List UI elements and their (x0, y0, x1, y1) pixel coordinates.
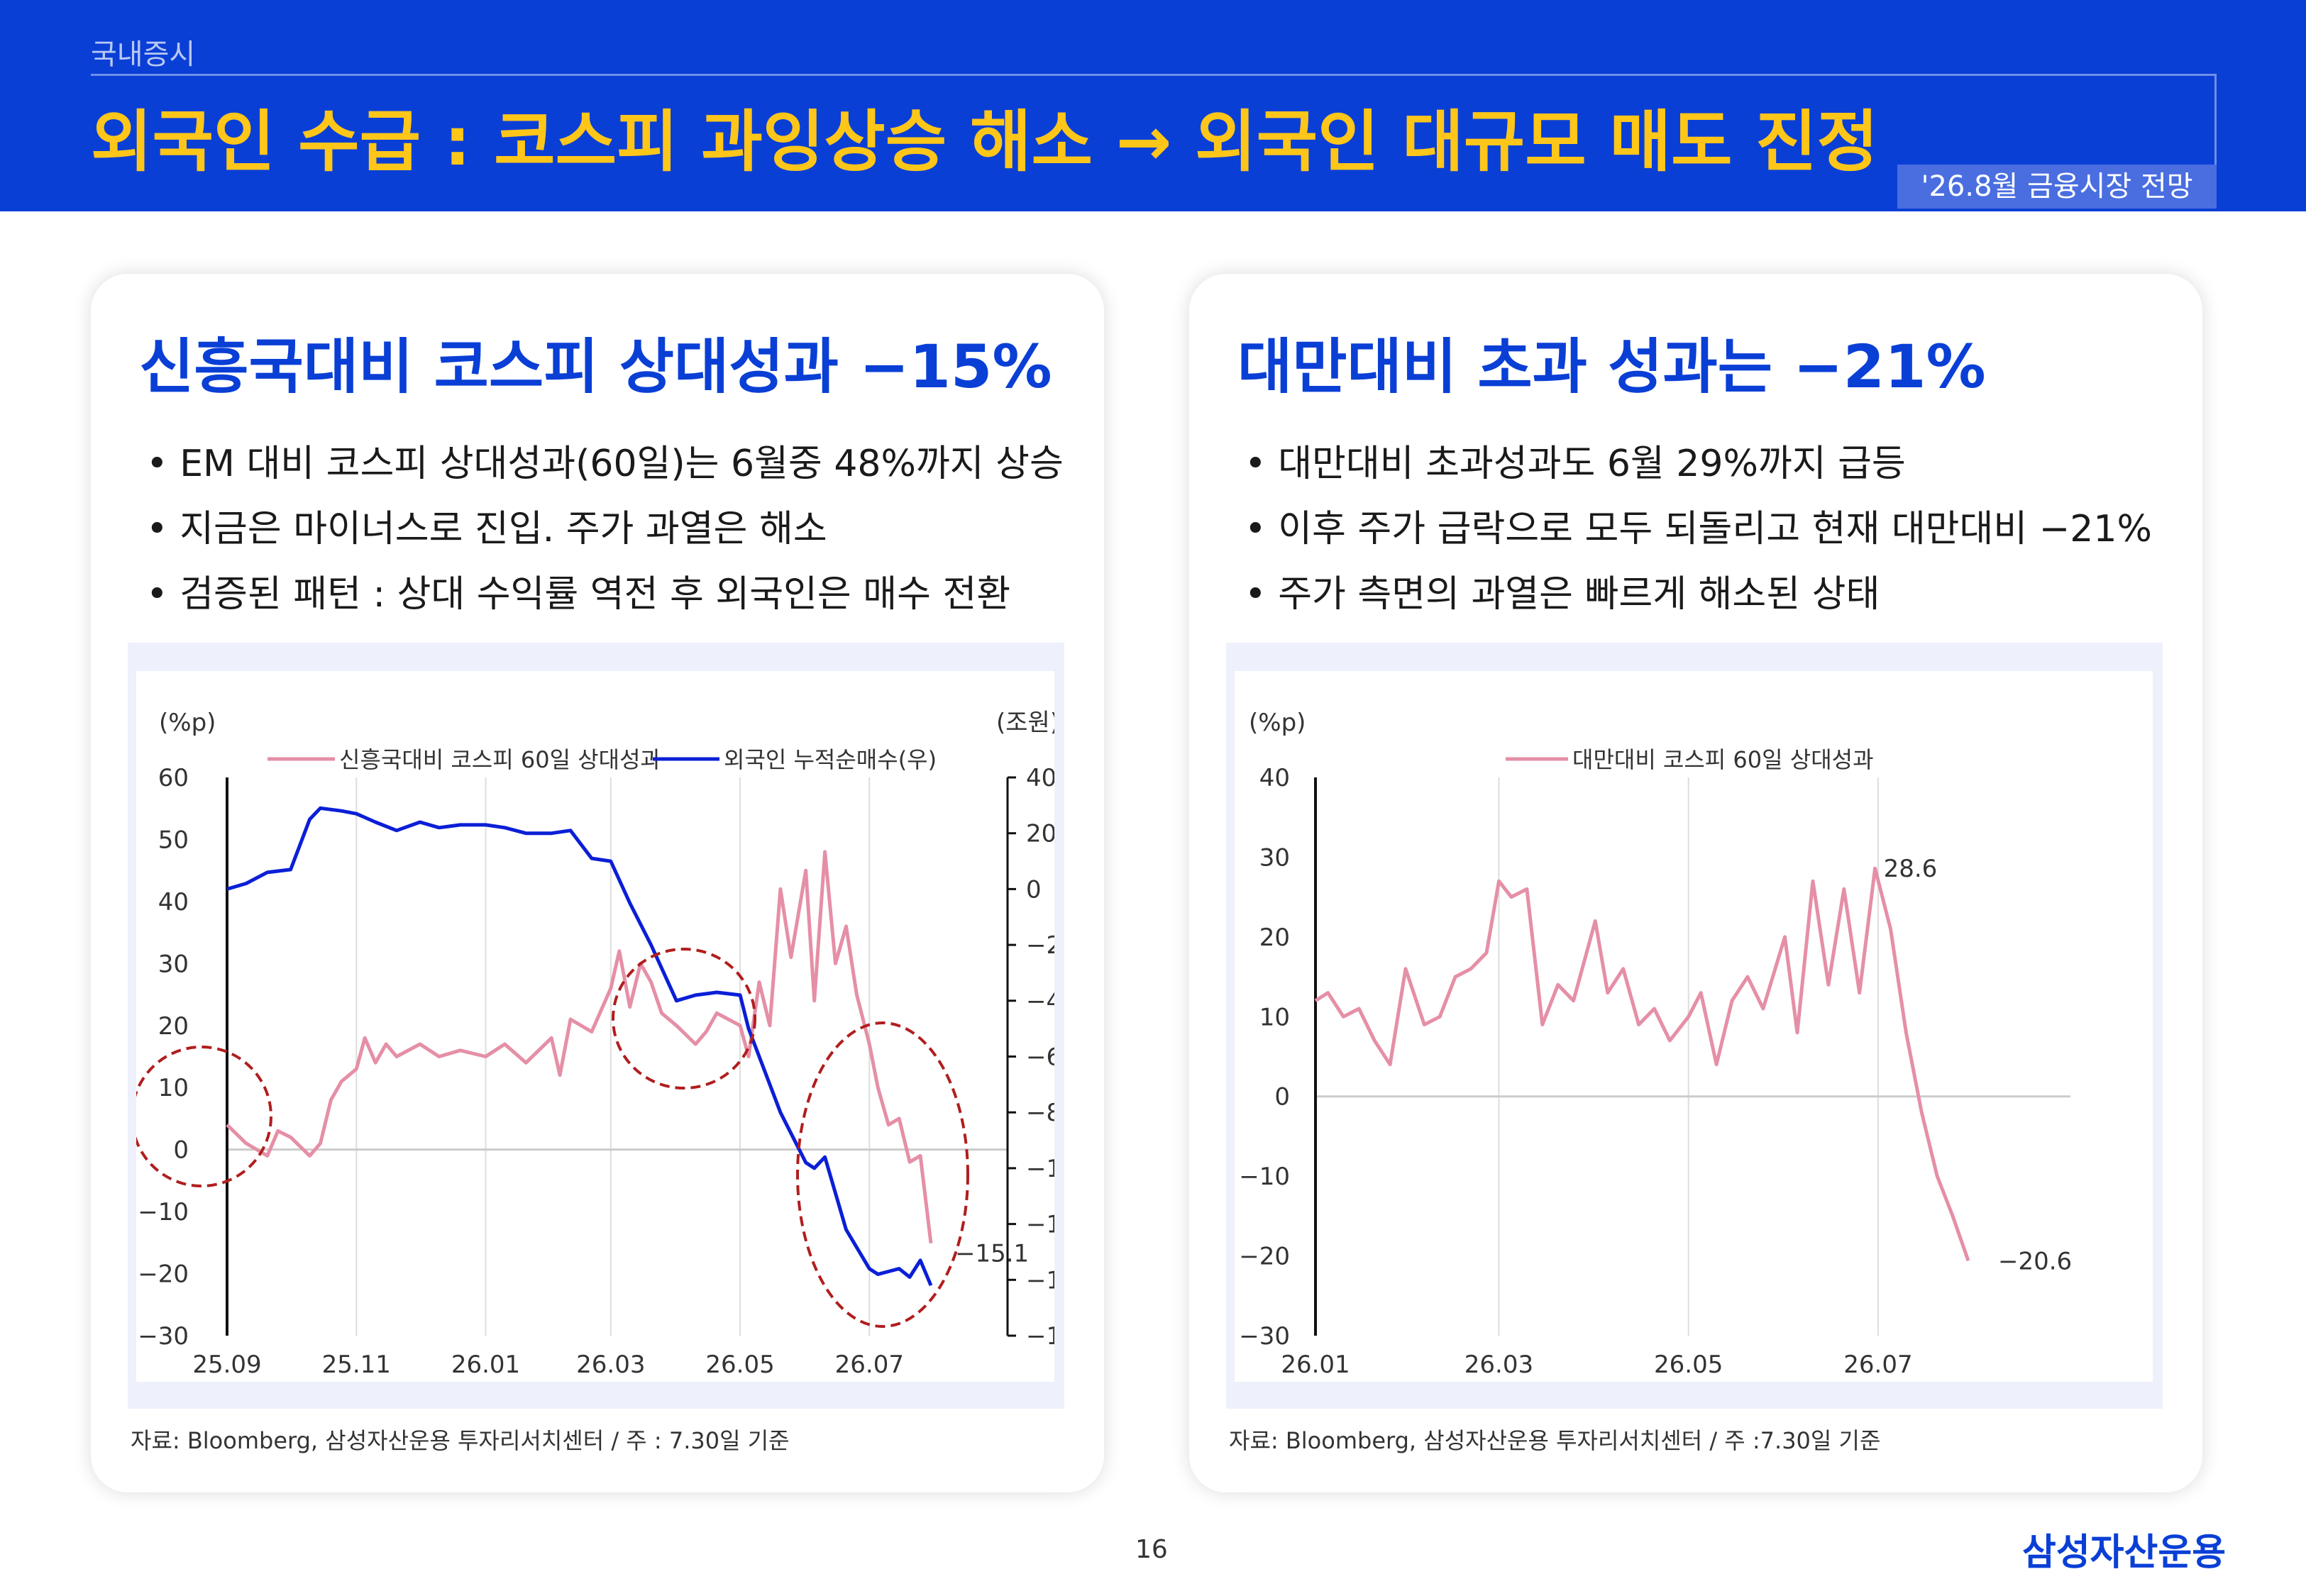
report-tag: '26.8월 금융시장 전망 (1897, 165, 2217, 209)
y-tick-label: 40 (1259, 764, 1290, 792)
left-bullets: EM 대비 코스피 상대성과(60일)는 6월중 48%까지 상승 지금은 마이… (146, 431, 1064, 627)
right-y-tick-label: −160 (1026, 1322, 1054, 1351)
data-label-end: −20.6 (1998, 1247, 2072, 1275)
highlight-circle (612, 948, 756, 1090)
page-number: 16 (1135, 1535, 1168, 1564)
left-y-tick-label: 0 (173, 1136, 189, 1165)
left-y-tick-label: 20 (158, 1012, 189, 1041)
right-y-tick-label: −120 (1026, 1211, 1054, 1239)
right-y-tick-label: −100 (1026, 1155, 1054, 1183)
y-tick-label: 20 (1259, 924, 1290, 952)
data-label-peak: 28.6 (1884, 855, 1938, 883)
series-line-taiwan-relative (1314, 866, 1970, 1262)
right-y-tick-label: 40 (1026, 764, 1054, 792)
x-tick-label: 26.01 (451, 1351, 520, 1379)
y-tick-label: 30 (1259, 843, 1290, 872)
left-y-tick-label: 60 (158, 764, 189, 792)
y-tick-label: −30 (1239, 1322, 1290, 1351)
y-tick-label: 0 (1274, 1083, 1290, 1112)
x-tick-label: 26.01 (1281, 1351, 1350, 1379)
left-chart-area: 25.09 25.11 26.01 26.03 26.05 26.07 60 50 40 30 20… (136, 671, 1054, 1382)
left-y-tick-label: 50 (158, 826, 189, 854)
highlight-circle (136, 1046, 272, 1187)
legend-label: 대만대비 코스피 60일 상대성과 (1572, 746, 1874, 773)
left-card: 신흥국대비 코스피 상대성과 −15% EM 대비 코스피 상대성과(60일)는… (91, 274, 1104, 1492)
y-unit: (%p) (1249, 709, 1306, 737)
x-tick-label: 26.05 (1654, 1351, 1723, 1379)
right-chart-frame: 26.01 26.03 26.05 26.07 40 30 20 10 0 −10 −20 −30 (%… (1226, 643, 2163, 1409)
left-y-tick-label: −30 (138, 1322, 189, 1351)
right-y-tick-label: −40 (1026, 987, 1054, 1016)
right-card-title: 대만대비 초과 성과는 −21% (1237, 332, 1986, 401)
bullet-item: 주가 측면의 과열은 빠르게 해소된 상태 (1245, 562, 2152, 627)
bullet-item: 지금은 마이너스로 진입. 주가 과열은 해소 (146, 497, 1064, 562)
left-y-tick-label: −10 (138, 1198, 189, 1226)
y-tick-label: 10 (1259, 1003, 1290, 1031)
right-card: 대만대비 초과 성과는 −21% 대만대비 초과성과도 6월 29%까지 급등 … (1189, 274, 2202, 1492)
highlight-circle (796, 1021, 969, 1328)
right-y-tick-label: −60 (1026, 1043, 1054, 1072)
right-y-tick-label: −80 (1026, 1099, 1054, 1127)
right-chart: 26.01 26.03 26.05 26.07 40 30 20 10 0 −10 −20 −30 (%… (1239, 709, 2072, 1379)
x-tick-label: 26.03 (576, 1351, 645, 1379)
bullet-item: EM 대비 코스피 상대성과(60일)는 6월중 48%까지 상승 (146, 431, 1064, 497)
company-logo: 삼성자산운용 (2022, 1531, 2227, 1574)
right-bullets: 대만대비 초과성과도 6월 29%까지 급등 이후 주가 급락으로 모두 되돌리… (1245, 431, 2152, 627)
x-tick-label: 26.03 (1464, 1351, 1533, 1379)
y-tick-label: −10 (1239, 1163, 1290, 1191)
left-chart: 25.09 25.11 26.01 26.03 26.05 26.07 60 50 40 30 20… (136, 709, 1054, 1379)
left-y-tick-label: 10 (158, 1074, 189, 1102)
left-y-tick-label: 40 (158, 888, 189, 916)
left-source-note: 자료: Bloomberg, 삼성자산운용 투자리서치센터 / 주 : 7.30… (131, 1427, 790, 1454)
right-y-tick-label: 20 (1026, 820, 1054, 848)
x-tick-label: 25.11 (322, 1351, 391, 1379)
left-y-tick-label: 30 (158, 950, 189, 978)
left-y-unit: (%p) (159, 709, 216, 737)
right-y-tick-label: 0 (1026, 875, 1042, 904)
left-card-title: 신흥국대비 코스피 상대성과 −15% (139, 332, 1052, 401)
series-line-foreign-cumulative (226, 806, 933, 1287)
x-tick-label: 26.05 (705, 1351, 774, 1379)
x-tick-label: 26.07 (1843, 1351, 1912, 1379)
y-tick-label: −20 (1239, 1243, 1290, 1271)
series-line-em-relative (226, 850, 933, 1243)
page-title: 외국인 수급 : 코스피 과잉상승 해소 → 외국인 대규모 매도 진정 (91, 104, 1879, 181)
bullet-item: 대만대비 초과성과도 6월 29%까지 급등 (1245, 431, 2152, 497)
header-divider-vertical (2214, 74, 2217, 165)
right-source-note: 자료: Bloomberg, 삼성자산운용 투자리서치센터 / 주 :7.30일… (1229, 1427, 1881, 1454)
right-y-unit: (조원) (996, 709, 1054, 737)
section-label: 국내증시 (91, 38, 196, 71)
legend-label: 외국인 누적순매수(우) (724, 746, 937, 773)
x-tick-label: 25.09 (192, 1351, 261, 1379)
header-bar: 국내증시 외국인 수급 : 코스피 과잉상승 해소 → 외국인 대규모 매도 진… (0, 0, 2306, 211)
x-tick-label: 26.07 (835, 1351, 904, 1379)
left-y-tick-label: −20 (138, 1260, 189, 1289)
left-chart-frame: 25.09 25.11 26.01 26.03 26.05 26.07 60 50 40 30 20… (128, 643, 1064, 1409)
data-label-end: −15.1 (955, 1240, 1029, 1268)
right-y-tick-label: −140 (1026, 1266, 1054, 1295)
bullet-item: 이후 주가 급락으로 모두 되돌리고 현재 대만대비 −21% (1245, 497, 2152, 562)
right-y-tick-label: −20 (1026, 931, 1054, 960)
right-chart-area: 26.01 26.03 26.05 26.07 40 30 20 10 0 −10 −20 −30 (%… (1235, 671, 2153, 1382)
legend-label: 신흥국대비 코스피 60일 상대성과 (339, 746, 661, 773)
bullet-item: 검증된 패턴 : 상대 수익률 역전 후 외국인은 매수 전환 (146, 562, 1064, 627)
header-divider (91, 74, 2217, 76)
